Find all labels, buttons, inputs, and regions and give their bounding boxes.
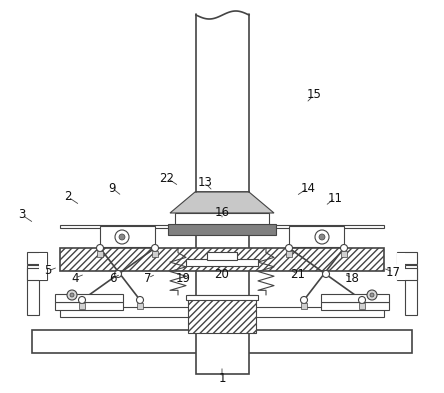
Bar: [168, 224, 276, 235]
Circle shape: [301, 296, 308, 303]
Circle shape: [136, 296, 143, 303]
Bar: [100, 226, 155, 247]
Bar: [359, 303, 365, 309]
Circle shape: [285, 244, 293, 252]
Text: 21: 21: [290, 268, 305, 281]
Text: 22: 22: [159, 171, 174, 184]
Circle shape: [119, 234, 125, 240]
Bar: [186, 259, 258, 266]
Bar: [405, 265, 417, 315]
Circle shape: [319, 234, 325, 240]
Bar: [321, 294, 389, 302]
Bar: [286, 251, 292, 257]
Text: 4: 4: [71, 272, 79, 285]
Bar: [397, 268, 417, 280]
Bar: [97, 251, 103, 257]
Bar: [186, 295, 258, 300]
Text: 3: 3: [18, 209, 26, 222]
Bar: [27, 268, 47, 280]
Circle shape: [358, 296, 365, 303]
Text: 5: 5: [44, 264, 52, 277]
Bar: [60, 248, 384, 271]
Bar: [188, 295, 256, 333]
Bar: [289, 226, 344, 247]
Bar: [55, 294, 123, 302]
Bar: [137, 303, 143, 309]
Bar: [397, 253, 405, 280]
Bar: [79, 303, 85, 309]
Bar: [60, 307, 384, 317]
Circle shape: [96, 244, 103, 252]
Circle shape: [367, 290, 377, 300]
Text: 9: 9: [108, 182, 116, 195]
Text: 18: 18: [345, 272, 360, 285]
Text: 20: 20: [214, 268, 230, 281]
Circle shape: [115, 230, 129, 244]
Text: 19: 19: [175, 272, 190, 285]
Text: 7: 7: [144, 272, 152, 285]
Text: 11: 11: [328, 191, 342, 204]
Bar: [39, 253, 47, 280]
Bar: [27, 265, 39, 315]
Text: 2: 2: [64, 191, 72, 204]
Bar: [175, 213, 269, 225]
Bar: [27, 252, 47, 264]
Circle shape: [151, 244, 159, 252]
Circle shape: [322, 270, 329, 277]
Bar: [321, 302, 389, 310]
Bar: [341, 251, 347, 257]
Bar: [152, 251, 158, 257]
Text: 17: 17: [385, 266, 400, 279]
Bar: [397, 252, 417, 264]
Text: 1: 1: [218, 371, 226, 384]
Text: 13: 13: [198, 176, 212, 189]
Bar: [32, 330, 412, 353]
Text: 6: 6: [109, 272, 117, 285]
Bar: [60, 225, 384, 228]
Bar: [196, 192, 249, 374]
Circle shape: [115, 270, 122, 277]
Circle shape: [341, 244, 348, 252]
Circle shape: [79, 296, 86, 303]
Polygon shape: [170, 192, 274, 213]
Text: 16: 16: [214, 206, 230, 220]
Circle shape: [370, 293, 374, 297]
Circle shape: [67, 290, 77, 300]
Circle shape: [315, 230, 329, 244]
Text: 14: 14: [301, 182, 316, 195]
Text: 15: 15: [306, 88, 321, 101]
Bar: [207, 252, 237, 260]
Circle shape: [70, 293, 74, 297]
Bar: [301, 303, 307, 309]
Bar: [55, 302, 123, 310]
